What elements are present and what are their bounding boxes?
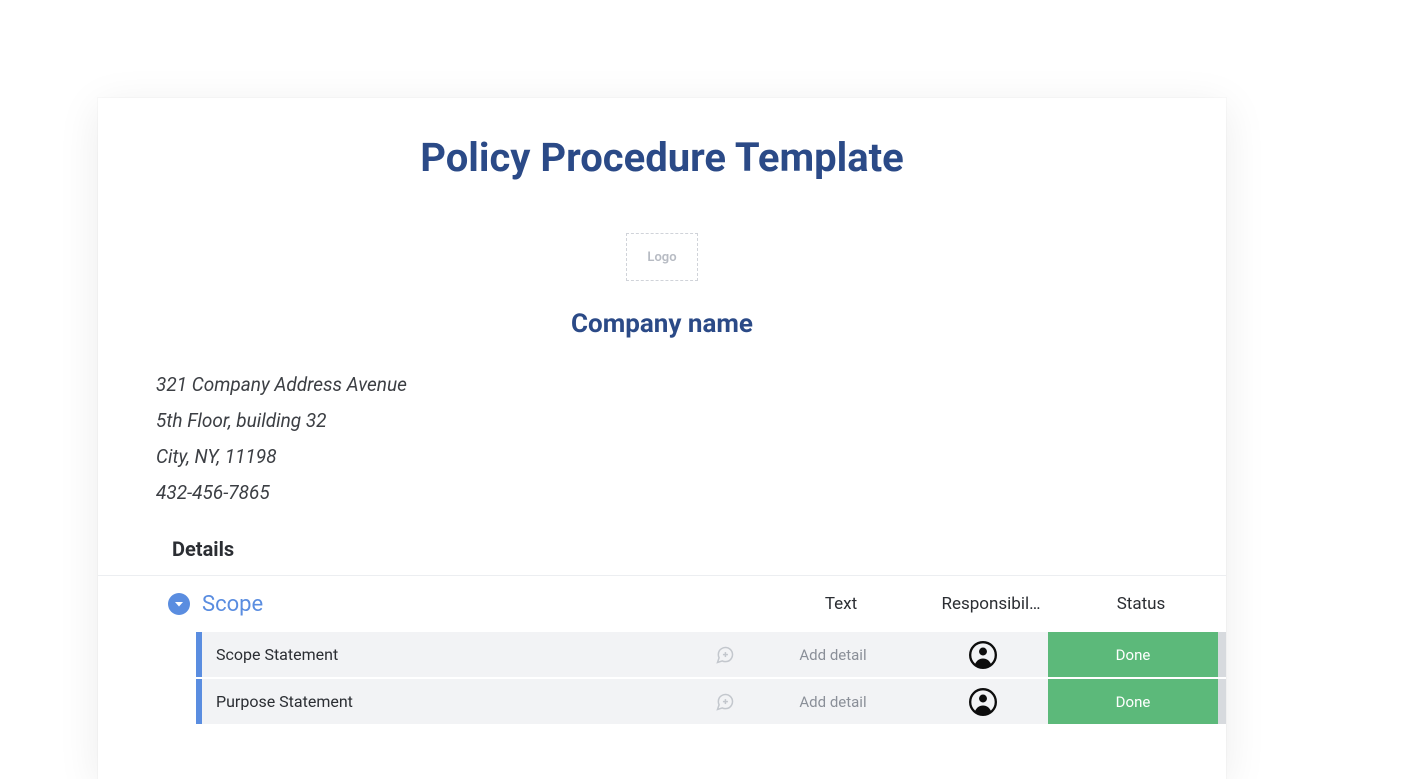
company-name[interactable]: Company name (98, 309, 1226, 339)
grid-area: Scope Text Responsibil… Status Scope Sta… (98, 575, 1226, 724)
column-header-text[interactable]: Text (756, 594, 926, 614)
document-canvas: Policy Procedure Template Logo Company n… (98, 98, 1226, 779)
responsibility-cell[interactable] (918, 679, 1048, 724)
grid-header-row: Scope Text Responsibil… Status (98, 576, 1226, 632)
grid-rows: Scope Statement Add detail (196, 632, 1226, 724)
logo-placeholder[interactable]: Logo (626, 233, 698, 281)
column-header-responsibility[interactable]: Responsibil… (926, 594, 1056, 614)
address-block: 321 Company Address Avenue 5th Floor, bu… (156, 367, 1226, 511)
details-heading: Details (172, 537, 1226, 561)
row-name-cell[interactable]: Scope Statement (202, 632, 748, 677)
scrollbar[interactable] (1218, 679, 1226, 724)
address-line[interactable]: 5th Floor, building 32 (156, 403, 1226, 439)
document-title: Policy Procedure Template (98, 134, 1226, 181)
row-name-label: Purpose Statement (216, 692, 353, 711)
text-cell[interactable]: Add detail (748, 679, 918, 724)
collapse-toggle[interactable] (168, 593, 190, 615)
person-icon (969, 688, 997, 716)
text-cell[interactable]: Add detail (748, 632, 918, 677)
page-background: Policy Procedure Template Logo Company n… (0, 0, 1424, 779)
add-comment-button[interactable] (714, 644, 736, 666)
add-comment-button[interactable] (714, 691, 736, 713)
person-icon (969, 641, 997, 669)
row-name-cell[interactable]: Purpose Statement (202, 679, 748, 724)
section-title[interactable]: Scope (202, 592, 263, 617)
table-row: Scope Statement Add detail (196, 632, 1226, 677)
scrollbar[interactable] (1218, 632, 1226, 677)
address-line[interactable]: 321 Company Address Avenue (156, 367, 1226, 403)
speech-plus-icon (715, 645, 735, 665)
speech-plus-icon (715, 692, 735, 712)
status-cell[interactable]: Done (1048, 679, 1218, 724)
status-cell[interactable]: Done (1048, 632, 1218, 677)
table-row: Purpose Statement Add detail (196, 679, 1226, 724)
chevron-down-icon (174, 601, 184, 608)
responsibility-cell[interactable] (918, 632, 1048, 677)
row-name-label: Scope Statement (216, 645, 338, 664)
address-line[interactable]: 432-456-7865 (156, 475, 1226, 511)
column-header-status[interactable]: Status (1056, 594, 1226, 614)
address-line[interactable]: City, NY, 11198 (156, 439, 1226, 475)
